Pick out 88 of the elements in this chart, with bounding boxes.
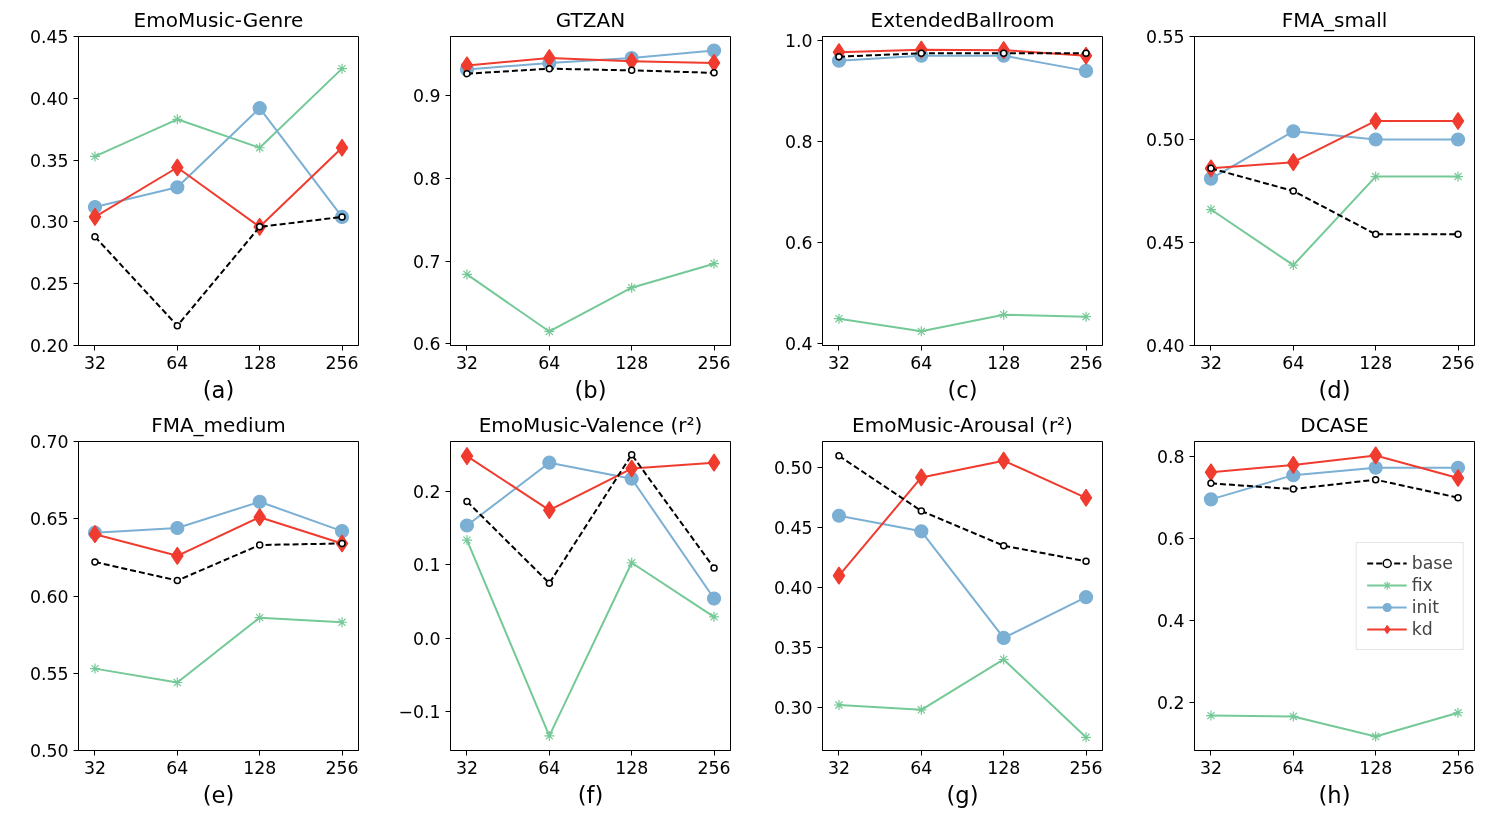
chart-title: EmoMusic-Genre [133,7,304,32]
x-tick-label: 128 [1359,352,1393,373]
y-tick-label: −0.1 [398,701,441,722]
x-axis-title: (d) [1318,376,1351,403]
x-axis-title: (b) [574,376,607,403]
y-tick-label: 0.7 [412,251,441,272]
y-tick-label: 0.6 [1156,529,1185,550]
y-tick-label: 0.40 [773,578,813,599]
x-tick-label: 64 [910,757,933,778]
x-tick-label: 256 [325,757,359,778]
x-tick-label: 32 [83,757,107,778]
y-tick-label: 0.50 [1145,130,1185,150]
x-tick-label: 64 [166,352,189,373]
y-tick-label: 0.20 [29,336,69,356]
y-tick-label: 0.8 [784,132,813,153]
y-tick-label: 0.45 [773,518,813,539]
y-tick-label: 0.8 [1156,447,1185,468]
x-tick-label: 256 [697,352,731,373]
x-tick-label: 64 [910,352,933,373]
chart-title: GTZAN [555,7,626,32]
x-tick-label: 64 [1282,352,1305,373]
x-tick-label: 64 [538,757,561,778]
x-tick-label: 256 [697,757,731,778]
x-tick-label: 128 [987,352,1021,373]
x-axis-title: (g) [946,781,979,808]
x-tick-label: 128 [243,757,277,778]
x-tick-label: 128 [1359,757,1393,778]
chart-title: DCASE [1300,412,1369,437]
y-tick-label: 0.65 [29,509,69,530]
legend-label: kd [1411,618,1433,639]
x-tick-label: 64 [538,352,561,373]
chart-title: EmoMusic-Arousal (r²) [852,412,1073,437]
x-tick-label: 256 [1069,352,1103,373]
x-tick-label: 32 [827,352,851,373]
y-tick-label: 0.40 [29,88,69,109]
x-tick-label: 128 [987,757,1021,778]
x-axis-title: (f) [577,781,604,808]
x-tick-label: 32 [455,352,479,373]
y-tick-label: 0.35 [773,638,813,658]
y-tick-label: 0.6 [412,334,441,355]
y-tick-label: 1.0 [784,31,813,52]
y-tick-label: 0.50 [29,741,69,761]
y-tick-label: 0.70 [29,432,69,452]
y-tick-label: 0.6 [784,233,813,254]
y-tick-label: 0.35 [29,150,69,171]
y-tick-label: 0.4 [1156,611,1185,632]
y-tick-label: 0.40 [1145,336,1185,356]
x-tick-label: 128 [615,757,649,778]
chart-title: ExtendedBallroom [870,7,1055,32]
chart-title: FMA_small [1281,7,1388,32]
x-tick-label: 32 [1199,352,1223,373]
y-tick-label: 0.60 [29,586,69,607]
y-tick-label: 0.2 [1156,693,1185,714]
x-tick-label: 256 [325,352,359,373]
x-tick-label: 32 [83,352,107,373]
y-tick-label: 0.4 [784,334,813,355]
x-tick-label: 128 [615,352,649,373]
x-axis-title: (h) [1318,781,1351,808]
y-tick-label: 0.1 [412,555,441,576]
legend-label: fix [1411,574,1433,595]
y-tick-label: 0.2 [412,482,441,503]
x-axis-title: (c) [947,376,978,403]
y-tick-label: 0.25 [29,274,69,295]
y-tick-label: 0.30 [773,697,813,718]
legend-label: base [1411,552,1453,573]
x-tick-label: 64 [1282,757,1305,778]
x-tick-label: 128 [243,352,277,373]
x-tick-label: 32 [455,757,479,778]
x-tick-label: 32 [1199,757,1223,778]
y-tick-label: 0.50 [773,458,813,479]
y-tick-label: 0.45 [29,27,69,47]
chart-title: EmoMusic-Valence (r²) [478,412,703,437]
x-tick-label: 256 [1441,352,1475,373]
x-axis-title: (e) [202,781,235,808]
chart-title: FMA_medium [151,412,286,437]
y-tick-label: 0.30 [29,212,69,233]
x-tick-label: 256 [1069,757,1103,778]
y-tick-label: 0.55 [29,663,69,684]
y-tick-label: 0.9 [412,86,441,107]
legend-label: init [1411,596,1440,617]
x-tick-label: 64 [166,757,189,778]
x-tick-label: 32 [827,757,851,778]
y-tick-label: 0.8 [412,169,441,190]
x-tick-label: 256 [1441,757,1475,778]
y-tick-label: 0.45 [1145,233,1185,253]
y-tick-label: 0.0 [412,628,441,649]
y-tick-label: 0.55 [1145,27,1185,47]
x-axis-title: (a) [202,376,235,403]
